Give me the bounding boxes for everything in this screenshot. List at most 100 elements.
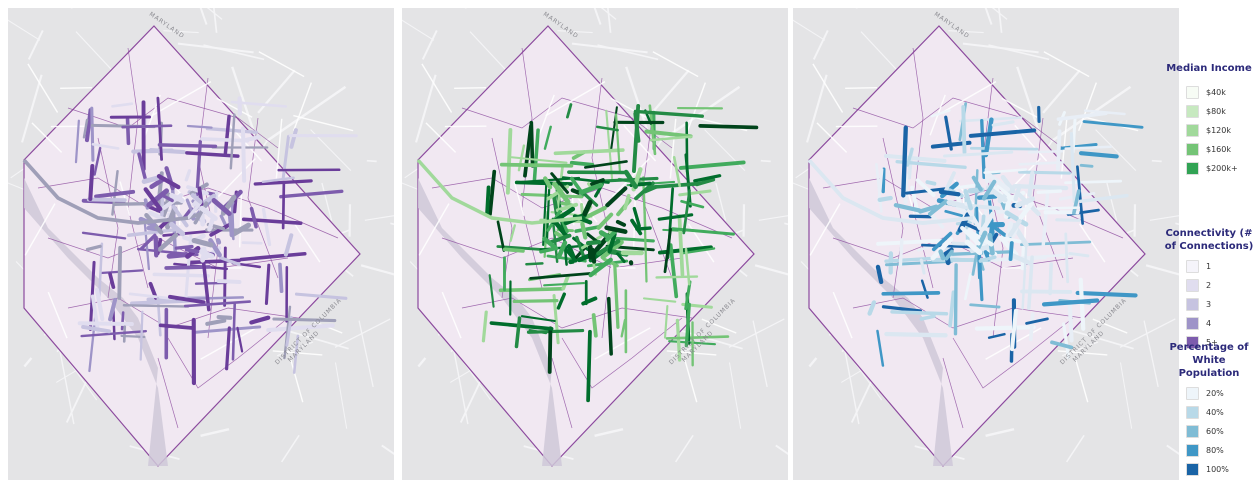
- network-segment: [919, 314, 936, 321]
- network-corridor: [22, 158, 189, 225]
- map-canvas: [793, 8, 1179, 467]
- road: [593, 8, 602, 25]
- network-segment: [191, 237, 214, 248]
- major-road: [1078, 223, 1106, 263]
- ward-boundary: [852, 97, 1064, 149]
- network-segment: [1028, 312, 1035, 342]
- network-segment: [126, 228, 177, 238]
- ward-boundary: [882, 137, 904, 299]
- network-segment: [264, 263, 271, 305]
- legend-swatch: [1186, 105, 1199, 118]
- network-segment: [156, 96, 164, 161]
- network-segment: [523, 124, 533, 178]
- network-segment: [169, 221, 186, 237]
- road: [571, 42, 648, 54]
- legend-item: 4: [1186, 314, 1256, 333]
- network-segment: [1079, 163, 1094, 168]
- network-segment: [680, 199, 705, 209]
- network-segment: [488, 274, 495, 308]
- road: [213, 8, 218, 33]
- road: [752, 320, 768, 387]
- network-segment: [186, 200, 203, 220]
- network-segment: [199, 205, 218, 221]
- network-segment: [584, 160, 628, 169]
- legend-item: 100%: [1186, 460, 1256, 479]
- network-segment: [1078, 277, 1086, 331]
- legend-item: 20%: [1186, 384, 1256, 403]
- major-road: [272, 350, 323, 356]
- network-segment: [917, 245, 933, 252]
- network-segment: [528, 329, 548, 335]
- major-road: [258, 51, 305, 78]
- major-road: [151, 81, 212, 117]
- network-segment: [925, 180, 937, 186]
- network-segment: [614, 236, 655, 243]
- network-segment: [649, 135, 693, 142]
- network-segment: [509, 224, 516, 242]
- network-segment: [219, 214, 227, 226]
- network-segment: [1020, 240, 1092, 247]
- network-segment: [915, 178, 936, 197]
- network-segment: [1018, 170, 1072, 175]
- network-segment: [991, 120, 1015, 127]
- network-segment: [1013, 183, 1022, 202]
- network-segment: [969, 146, 1039, 151]
- road: [21, 74, 43, 143]
- network-segment: [884, 331, 948, 338]
- network-segment: [283, 305, 292, 360]
- legend-title: Percentage of White Population: [1169, 342, 1249, 379]
- network-segment: [938, 189, 961, 197]
- network-segment: [184, 169, 192, 182]
- network-segment: [91, 142, 120, 150]
- major-road: [275, 118, 283, 179]
- legend-swatch: [1186, 143, 1199, 156]
- network-segment: [121, 124, 173, 129]
- connectivity-map[interactable]: MARYLAND DISTRICT OF COLUMBIA MARYLAND: [8, 8, 394, 480]
- legend-item: 60%: [1186, 422, 1256, 441]
- road: [998, 8, 1003, 33]
- network-segment: [971, 251, 978, 276]
- road: [795, 167, 810, 179]
- median-income-map[interactable]: MARYLAND DISTRICT OF COLUMBIA MARYLAND: [402, 8, 788, 480]
- network-segment: [542, 236, 558, 251]
- road: [844, 349, 860, 425]
- network-segment: [205, 126, 258, 134]
- ward-boundary: [167, 317, 289, 389]
- road: [390, 222, 394, 226]
- network-segment: [77, 321, 134, 327]
- road: [1166, 444, 1179, 456]
- map-canvas: [402, 8, 788, 467]
- white-population-map[interactable]: MARYLAND DISTRICT OF COLUMBIA MARYLAND: [793, 8, 1179, 480]
- network-segment: [505, 127, 513, 195]
- ward-boundary: [561, 317, 683, 389]
- major-road: [816, 122, 848, 153]
- network-segment: [200, 137, 250, 143]
- network-segment: [582, 199, 593, 217]
- network-segment: [1048, 262, 1053, 296]
- network-segment: [157, 232, 179, 252]
- network-segment: [633, 109, 704, 118]
- network-segment: [190, 193, 203, 204]
- legend-item: $40k: [1186, 83, 1256, 102]
- road: [728, 362, 742, 429]
- network-segment: [881, 305, 922, 313]
- legend-swatch: [1186, 317, 1199, 330]
- legend-item: 40%: [1186, 403, 1256, 422]
- network-segment: [682, 189, 691, 235]
- network-segment: [1082, 120, 1144, 129]
- road: [812, 30, 829, 60]
- road: [453, 349, 469, 425]
- network-segment: [649, 181, 702, 189]
- network-segment: [677, 214, 685, 277]
- white-population-legend: Percentage of White Population 20% 40% 6…: [1169, 341, 1256, 479]
- network-segment: [510, 156, 568, 164]
- river: [809, 178, 953, 466]
- legend-title: Median Income: [1166, 63, 1252, 74]
- network-segment: [160, 195, 165, 217]
- network-segment: [514, 316, 522, 349]
- network-segment: [876, 238, 947, 246]
- network-segment: [1009, 308, 1018, 352]
- major-road: [421, 63, 453, 113]
- network-segment: [598, 230, 611, 239]
- network-segment: [227, 213, 235, 238]
